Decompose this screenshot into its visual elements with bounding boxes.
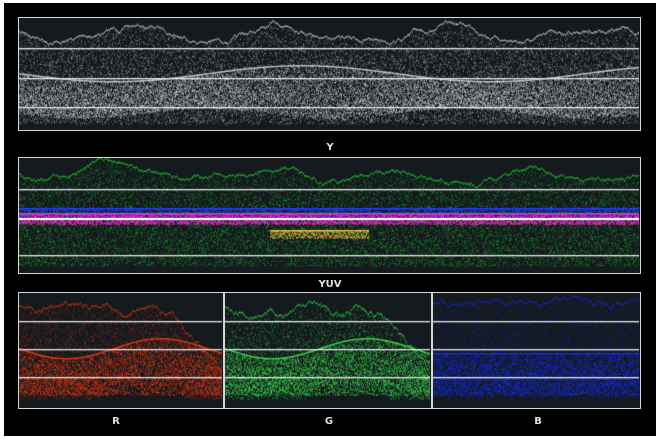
yuv-waveform-trace [19,158,639,272]
monitor-display: Y YUV R G B [4,3,656,436]
luma-waveform-trace [19,18,639,129]
red-waveform-scope [18,292,224,409]
luma-waveform-scope [18,17,641,131]
red-waveform-trace [19,293,222,407]
green-waveform-trace [225,293,430,407]
luma-scope-label: Y [326,142,334,153]
green-waveform-scope [224,292,432,409]
yuv-scope-label: YUV [318,279,342,290]
blue-waveform-trace [433,293,639,407]
red-scope-label: R [112,416,120,427]
blue-scope-label: B [534,416,542,427]
yuv-waveform-scope [18,157,641,274]
blue-waveform-scope [432,292,641,409]
green-scope-label: G [324,416,334,427]
